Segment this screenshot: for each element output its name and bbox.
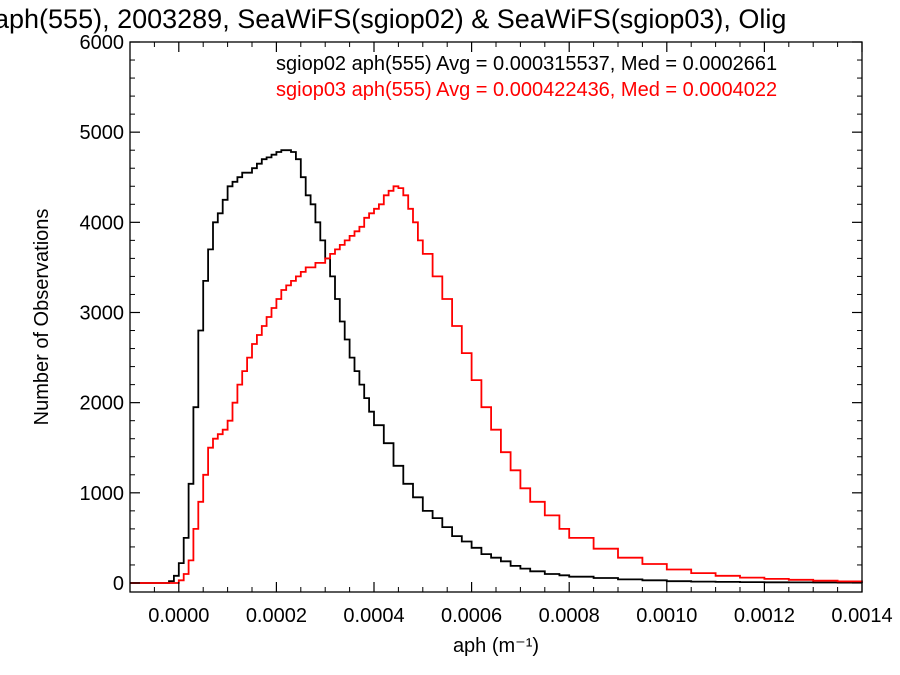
series-line-sgiop02 [130,149,863,584]
y-tick-label: 1000 [80,483,125,505]
y-axis-label: Number of Observations [31,209,53,426]
x-tick-label: 0.0006 [441,605,502,627]
series-layer [130,149,863,584]
legend: sgiop02 aph(555) Avg = 0.000315537, Med … [276,53,777,101]
y-tick-label: 2000 [80,393,125,415]
x-axis-label: aph (m⁻¹) [453,635,539,657]
series-line-sgiop03 [130,185,863,584]
x-axis: 0.0000 0.0002 0.0004 0.0006 0.0008 0.0010 0.00… [129,42,893,627]
y-tick-label: 4000 [80,212,125,234]
legend-entry-sgiop02: sgiop02 aph(555) Avg = 0.000315537, Med … [276,53,777,75]
plot-frame [129,41,863,593]
x-tick-label: 0.0002 [246,605,307,627]
x-tick-label: 0.0008 [539,605,600,627]
x-tick-label: 0.0012 [734,605,795,627]
legend-entry-sgiop03: sgiop03 aph(555) Avg = 0.000422436, Med … [276,79,777,101]
y-tick-label: 6000 [80,32,125,54]
y-tick-label: 0 [113,573,124,595]
y-axis: 0 1000 2000 3000 4000 5000 6000 [80,32,862,595]
y-tick-label: 5000 [80,122,125,144]
x-tick-label: 0.0014 [831,605,892,627]
y-tick-label: 3000 [80,302,125,324]
x-tick-label: 0.0010 [636,605,697,627]
chart-title: aph(555), 2003289, SeaWiFS(sgiop02) & Se… [0,4,786,34]
x-tick-label: 0.0000 [148,605,209,627]
x-tick-label: 0.0004 [343,605,404,627]
